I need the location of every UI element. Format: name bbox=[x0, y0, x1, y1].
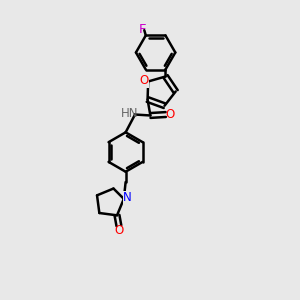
Text: O: O bbox=[114, 224, 124, 237]
Text: F: F bbox=[139, 23, 147, 36]
Text: N: N bbox=[123, 191, 132, 204]
Text: O: O bbox=[140, 74, 149, 87]
Text: O: O bbox=[166, 108, 175, 121]
Text: HN: HN bbox=[121, 107, 138, 120]
